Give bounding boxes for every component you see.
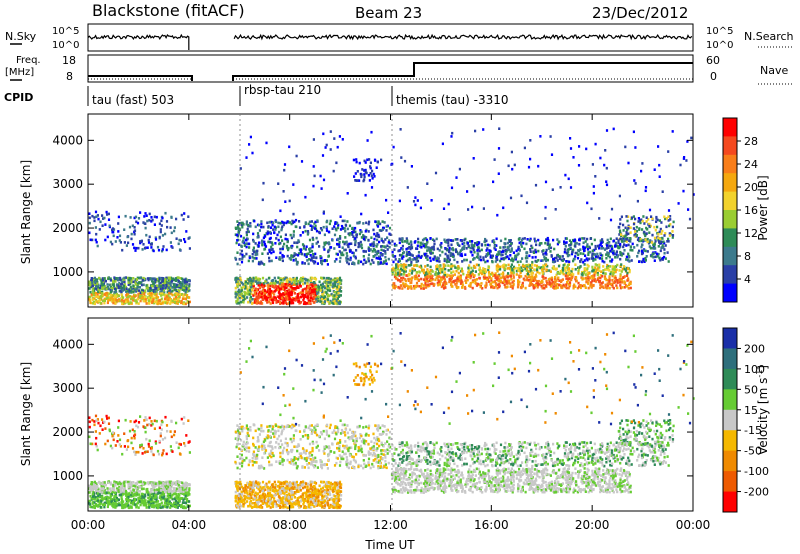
nave-tick-hi: 60 xyxy=(706,54,720,67)
date-title: 23/Dec/2012 xyxy=(592,4,688,22)
colorbar-tick: -15 xyxy=(744,424,762,437)
power-scatter xyxy=(88,127,695,306)
colorbar-bin xyxy=(723,348,737,370)
x-axis-title: Time UT xyxy=(364,538,415,552)
y-tick-label: 1000 xyxy=(52,469,83,483)
nave-tick-lo: 0 xyxy=(710,70,717,83)
colorbar-tick: 50 xyxy=(744,383,758,396)
freq-panel: Freq. [MHz] 18 8 60 0 Nave xyxy=(5,54,792,85)
colorbar-bin xyxy=(723,491,737,513)
velocity-panel: 1000 2000 3000 4000 Slant Range [km] xyxy=(19,317,695,512)
colorbar-tick: -50 xyxy=(744,445,762,458)
freq-unit: [MHz] xyxy=(5,67,34,78)
colorbar-tick: 8 xyxy=(744,250,751,263)
power-ylabel: Slant Range [km] xyxy=(19,160,33,264)
x-tick-label: 16:00 xyxy=(474,518,509,532)
colorbar-tick: 200 xyxy=(744,342,765,355)
cpid-seg-1: rbsp-tau 210 xyxy=(244,83,321,97)
nsearch-tick-hi: 10^5 xyxy=(706,26,733,37)
colorbar-bin xyxy=(723,191,737,211)
power-panel: 1000 2000 3000 4000 Slant Range [km] xyxy=(19,113,695,308)
colorbar-tick: 28 xyxy=(744,135,758,148)
y-tick-label: 4000 xyxy=(52,337,83,351)
freq-label: Freq. xyxy=(16,55,41,66)
freq-tick-hi: 18 xyxy=(62,54,76,67)
nsearch-tick-lo: 10^0 xyxy=(706,40,733,51)
power-y-axis: 1000 2000 3000 4000 xyxy=(52,133,693,279)
cpid-panel: CPID tau (fast) 503 rbsp-tau 210 themis … xyxy=(4,83,509,107)
colorbar-bin xyxy=(723,450,737,472)
velocity-ylabel: Slant Range [km] xyxy=(19,362,33,466)
colorbar-bin xyxy=(723,173,737,193)
colorbar-bin xyxy=(723,228,737,248)
colorbar-bin xyxy=(723,265,737,285)
x-tick-label: 08:00 xyxy=(272,518,307,532)
x-tick-label: 00:00 xyxy=(676,518,711,532)
colorbar-tick: -200 xyxy=(744,486,769,499)
velocity-scatter xyxy=(88,331,695,510)
colorbar-tick: 24 xyxy=(744,158,758,171)
colorbar-tick: 20 xyxy=(744,181,758,194)
cpid-seg-0: tau (fast) 503 xyxy=(92,93,174,107)
colorbar-bin xyxy=(723,283,737,303)
colorbar-bin xyxy=(723,118,737,137)
y-tick-label: 4000 xyxy=(52,133,83,147)
power-colorbar: 28 24 20 16 12 8 4 xyxy=(722,117,758,303)
colorbar-bin xyxy=(723,136,737,156)
colorbar-tick: 16 xyxy=(744,204,758,217)
nave-label: Nave xyxy=(760,64,788,77)
x-tick-label: 04:00 xyxy=(172,518,207,532)
x-tick-label: 12:00 xyxy=(373,518,408,532)
colorbar-bin xyxy=(723,471,737,493)
y-tick-label: 3000 xyxy=(52,177,83,191)
colorbar-tick: 100 xyxy=(744,363,765,376)
colorbar-tick: 12 xyxy=(744,227,758,240)
colorbar-bin xyxy=(723,246,737,266)
nsky-label: N.Sky xyxy=(5,30,37,43)
colorbar-bin xyxy=(723,328,737,349)
colorbar-tick: 15 xyxy=(744,404,758,417)
x-tick-label: 20:00 xyxy=(575,518,610,532)
y-tick-label: 2000 xyxy=(52,221,83,235)
colorbar-bin xyxy=(723,154,737,174)
nsky-tick-lo: 10^0 xyxy=(52,40,79,51)
nsky-trace xyxy=(87,33,693,51)
velocity-colorbar: 200 100 50 15 -15 -50 -100 -200 xyxy=(722,327,769,513)
time-axis: 00:00 04:00 08:00 12:00 16:00 20:00 00:00 xyxy=(71,114,711,532)
station-title: Blackstone (fitACF) xyxy=(92,1,245,20)
velocity-y-axis: 1000 2000 3000 4000 xyxy=(52,337,693,483)
colorbar-bin xyxy=(723,409,737,431)
power-colorbar-title: Power [dB] xyxy=(756,175,770,240)
y-tick-label: 1000 xyxy=(52,265,83,279)
y-tick-label: 2000 xyxy=(52,425,83,439)
velocity-colorbar-title: Velocity [m s-1] xyxy=(755,365,770,455)
colorbar-bin xyxy=(723,430,737,452)
nsky-tick-hi: 10^5 xyxy=(52,26,79,37)
cpid-seg-2: themis (tau) -3310 xyxy=(396,93,509,107)
colorbar-bin xyxy=(723,389,737,411)
freq-tick-lo: 8 xyxy=(66,70,73,83)
colorbar-bin xyxy=(723,368,737,390)
colorbar-tick: -100 xyxy=(744,465,769,478)
y-tick-label: 3000 xyxy=(52,381,83,395)
cpid-label: CPID xyxy=(4,91,33,104)
beam-title: Beam 23 xyxy=(355,4,422,22)
nsearch-label: N.Search xyxy=(744,30,794,43)
x-tick-label: 00:00 xyxy=(71,518,106,532)
colorbar-bin xyxy=(723,210,737,229)
freq-trace xyxy=(88,62,693,81)
nsky-panel: N.Sky 10^5 10^0 10^5 10^0 N.Search xyxy=(5,23,794,52)
colorbar-tick: 4 xyxy=(744,273,751,286)
